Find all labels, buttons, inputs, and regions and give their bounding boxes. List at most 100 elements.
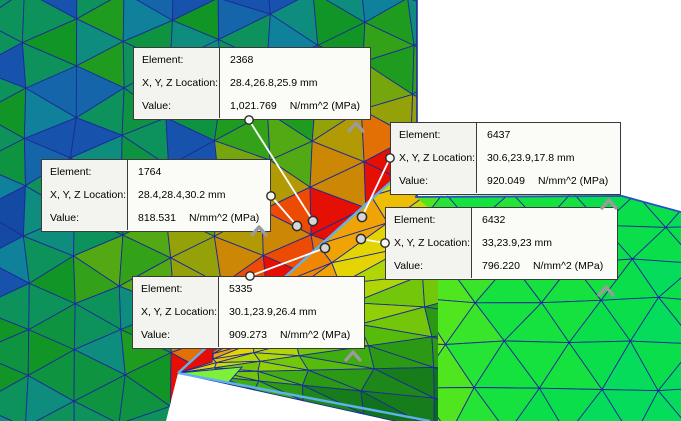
mesh-element — [0, 404, 26, 421]
stress-number: 796.220 — [482, 260, 520, 273]
stress-unit: N/mm^2 (MPa) — [279, 329, 351, 342]
location-label: X, Y, Z Location: — [391, 146, 477, 170]
element-value: 5335 — [229, 282, 253, 295]
stress-value: 796.220 N/mm^2 (MPa) — [472, 260, 603, 272]
element-label: Element: — [134, 48, 220, 72]
mesh-element — [23, 0, 78, 20]
callout-row: Element: 1764 — [42, 160, 270, 184]
stress-value: 920.049 N/mm^2 (MPa) — [477, 175, 608, 187]
mesh-element — [360, 390, 435, 421]
element-value: 6437 — [487, 128, 511, 141]
callout-row: Value: 796.220 N/mm^2 (MPa) — [386, 254, 617, 278]
value-label: Value: — [133, 323, 219, 347]
callout-row: Value: 920.049 N/mm^2 (MPa) — [391, 169, 620, 193]
callout-row: X, Y, Z Location: 28.4,28.4,30.2 mm — [42, 183, 270, 207]
probe-element-marker[interactable] — [356, 211, 368, 223]
callout-row: X, Y, Z Location: 33,23.9,23 mm — [386, 231, 617, 255]
stress-unit: N/mm^2 (MPa) — [537, 175, 609, 188]
element-label: Element: — [133, 277, 219, 301]
element-label: Element: — [42, 160, 128, 184]
probe-callout-2368[interactable]: Element: 2368 X, Y, Z Location: 28.4,26.… — [133, 47, 371, 120]
element-label: Element: — [391, 123, 477, 147]
callout-row: Element: 2368 — [134, 48, 370, 72]
mesh-element — [118, 405, 175, 421]
mesh-element — [217, 404, 264, 421]
probe-callout-6432[interactable]: Element: 6432 X, Y, Z Location: 33,23.9,… — [385, 207, 618, 280]
value-label: Value: — [386, 254, 472, 278]
location-label: X, Y, Z Location: — [133, 300, 219, 324]
mesh-element — [507, 387, 568, 421]
probe-callout-5335[interactable]: Element: 5335 X, Y, Z Location: 30.1,23.… — [132, 276, 365, 349]
mesh-element — [123, 0, 175, 21]
mesh-element — [422, 274, 438, 308]
floor-silhouette-edge — [414, 195, 681, 213]
mesh-element — [449, 387, 508, 421]
location-label: X, Y, Z Location: — [42, 183, 128, 207]
stress-value: 1,021.769 N/mm^2 (MPa) — [220, 100, 360, 112]
callout-row: Element: 5335 — [133, 277, 364, 301]
mesh-element — [217, 0, 271, 15]
mesh-element — [253, 380, 304, 402]
mesh-element — [170, 405, 219, 421]
location-value: 28.4,28.4,30.2 mm — [138, 188, 226, 201]
mesh-element — [170, 379, 222, 421]
mesh-element — [433, 397, 438, 421]
probe-callout-6437[interactable]: Element: 6437 X, Y, Z Location: 30.6,23.… — [390, 122, 621, 195]
probe-element-marker[interactable] — [319, 242, 331, 254]
mesh-element — [658, 263, 681, 304]
mesh-element — [262, 404, 315, 421]
callout-row: X, Y, Z Location: 28.4,26.8,25.9 mm — [134, 71, 370, 95]
stress-unit: N/mm^2 (MPa) — [532, 260, 604, 273]
mesh-element — [657, 343, 681, 392]
mesh-element — [73, 400, 120, 421]
mesh-element — [0, 112, 25, 165]
probe-markers — [291, 211, 368, 254]
location-value: 28.4,26.8,25.9 mm — [230, 76, 318, 89]
callout-row: X, Y, Z Location: 30.1,23.9,26.4 mm — [133, 300, 364, 324]
probe-callout-1764[interactable]: Element: 1764 X, Y, Z Location: 28.4,28.… — [41, 159, 271, 232]
mesh-element — [412, 45, 417, 95]
mesh-element — [302, 384, 364, 415]
stress-number: 1,021.769 — [230, 100, 277, 113]
stress-number: 818.531 — [138, 212, 176, 225]
value-label: Value: — [134, 94, 220, 118]
mesh-element — [312, 0, 366, 23]
mesh-element — [24, 400, 76, 421]
stress-unit: N/mm^2 (MPa) — [188, 212, 260, 225]
probe-leader-line — [249, 247, 326, 277]
mesh-element — [431, 336, 438, 368]
location-value: 30.1,23.9,26.4 mm — [229, 305, 317, 318]
value-label: Value: — [42, 206, 128, 230]
element-value: 6432 — [482, 213, 506, 226]
mesh-element — [410, 93, 417, 138]
callout-row: Element: 6432 — [386, 208, 617, 232]
mesh-element — [433, 366, 438, 408]
probe-element-marker[interactable] — [355, 233, 367, 245]
stress-number: 920.049 — [487, 175, 525, 188]
element-label: Element: — [386, 208, 472, 232]
mesh-element — [412, 65, 417, 119]
mesh-element — [407, 0, 417, 46]
value-label: Value: — [391, 169, 477, 193]
mesh-element — [566, 389, 634, 421]
location-label: X, Y, Z Location: — [134, 71, 220, 95]
mesh-element — [0, 20, 23, 69]
location-label: X, Y, Z Location: — [386, 231, 472, 255]
stress-unit: N/mm^2 (MPa) — [289, 100, 360, 113]
probe-element-marker[interactable] — [307, 215, 319, 227]
stress-value: 909.273 N/mm^2 (MPa) — [219, 329, 350, 341]
callout-row: Value: 909.273 N/mm^2 (MPa) — [133, 323, 364, 347]
callout-row: Value: 818.531 N/mm^2 (MPa) — [42, 206, 270, 230]
mesh-element — [424, 306, 438, 338]
element-value: 1764 — [138, 165, 162, 178]
location-value: 30.6,23.9,17.8 mm — [487, 151, 575, 164]
callout-row: X, Y, Z Location: 30.6,23.9,17.8 mm — [391, 146, 620, 170]
probe-leader-line — [361, 157, 391, 218]
stress-value: 818.531 N/mm^2 (MPa) — [128, 212, 259, 224]
callout-row: Value: 1,021.769 N/mm^2 (MPa) — [134, 94, 370, 118]
probe-leader-line — [248, 119, 314, 222]
callout-row: Element: 6437 — [391, 123, 620, 147]
probe-element-marker[interactable] — [291, 220, 303, 232]
location-value: 33,23.9,23 mm — [482, 236, 553, 249]
